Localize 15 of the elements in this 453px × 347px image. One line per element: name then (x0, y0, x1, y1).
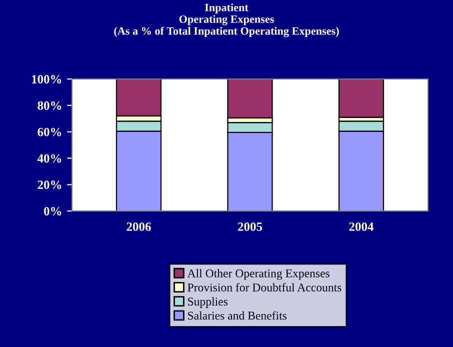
x-tick-label: 2004 (349, 222, 374, 231)
legend-label: All Other Operating Expenses (187, 269, 330, 280)
legend-label: Salaries and Benefits (188, 311, 287, 320)
y-tick-label: 20% (38, 180, 62, 190)
y-tick-label: 100% (32, 75, 62, 84)
y-tick-label: 60% (38, 128, 62, 136)
y-tick-label: 0% (44, 207, 62, 216)
x-tick-label: 2006 (126, 222, 151, 231)
legend-label: Provision for Doubtful Accounts (188, 283, 342, 292)
legend-label: Supplies (188, 297, 228, 308)
chart-title: Inpatient Operating Expenses (As a % of Total Inpatient Operating Expenses) (114, 3, 339, 38)
y-tick-label: 80% (38, 101, 62, 110)
y-tick-label: 40% (37, 154, 62, 163)
x-tick-label: 2005 (238, 222, 262, 231)
bar (338, 79, 384, 118)
